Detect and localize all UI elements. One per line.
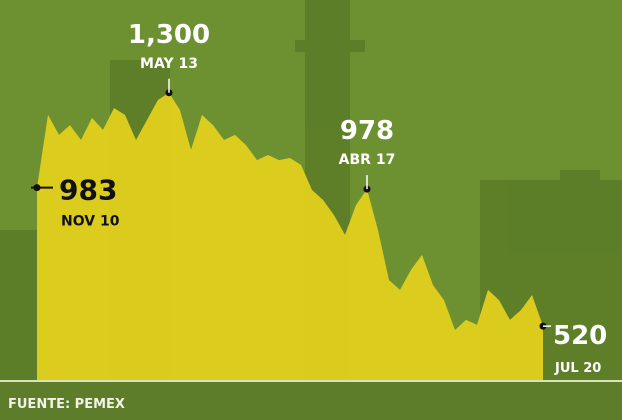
area [37,92,543,381]
source: FUENTE: PEMEX [8,397,125,412]
date-label: ABR 17 [339,152,396,168]
footer-band [0,382,622,420]
date-label: NOV 10 [61,214,120,230]
value-label: 978 [340,116,394,146]
date-label: MAY 13 [140,56,198,72]
value-label: 1,300 [128,20,210,50]
value-label: 520 [553,321,607,351]
date-label: JUL 20 [554,361,601,376]
value-label: 983 [59,174,117,207]
